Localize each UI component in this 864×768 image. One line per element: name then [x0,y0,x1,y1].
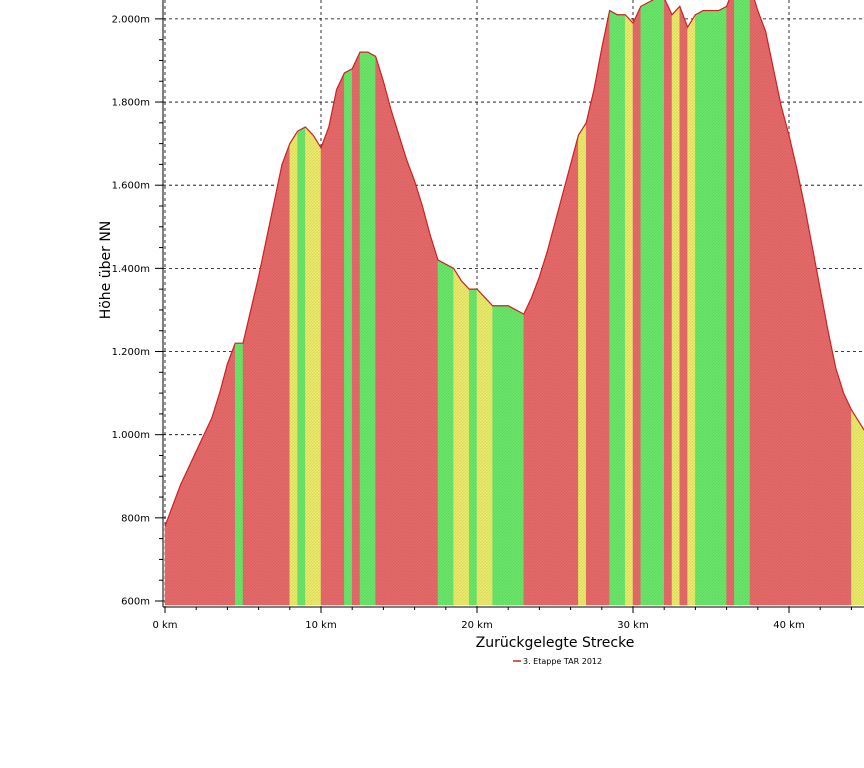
y-tick-label: 800m [121,513,150,524]
x-tick-label: 30 km [617,620,648,631]
y-tick-label: 1.200m [112,347,150,358]
y-tick-label: 1.000m [112,430,150,441]
y-tick-label: 1.600m [112,181,150,192]
legend-label: 3. Etappe TAR 2012 [523,657,602,666]
y-tick-label: 2.000m [112,14,150,25]
tick-labels: 600m 800m 1.000m 1.200m 1.400m 1.600m 1.800m 2.… [112,14,805,631]
series-line [164,0,864,527]
area-hatch [165,0,864,605]
x-axis-label: Zurückgelegte Strecke [476,635,635,651]
x-tick-label: 40 km [773,620,804,631]
y-tick-label: 600m [121,597,150,608]
y-tick-label: 1.400m [112,264,150,275]
x-tick-label: 20 km [461,620,492,631]
x-tick-label: 10 km [305,620,336,631]
legend: 3. Etappe TAR 2012 [513,657,602,666]
x-tick-label: 0 km [152,620,177,631]
axes [155,0,864,613]
y-axis-label: Höhe über NN [98,221,114,320]
y-tick-label: 1.800m [112,98,150,109]
elevation-area [164,0,864,606]
